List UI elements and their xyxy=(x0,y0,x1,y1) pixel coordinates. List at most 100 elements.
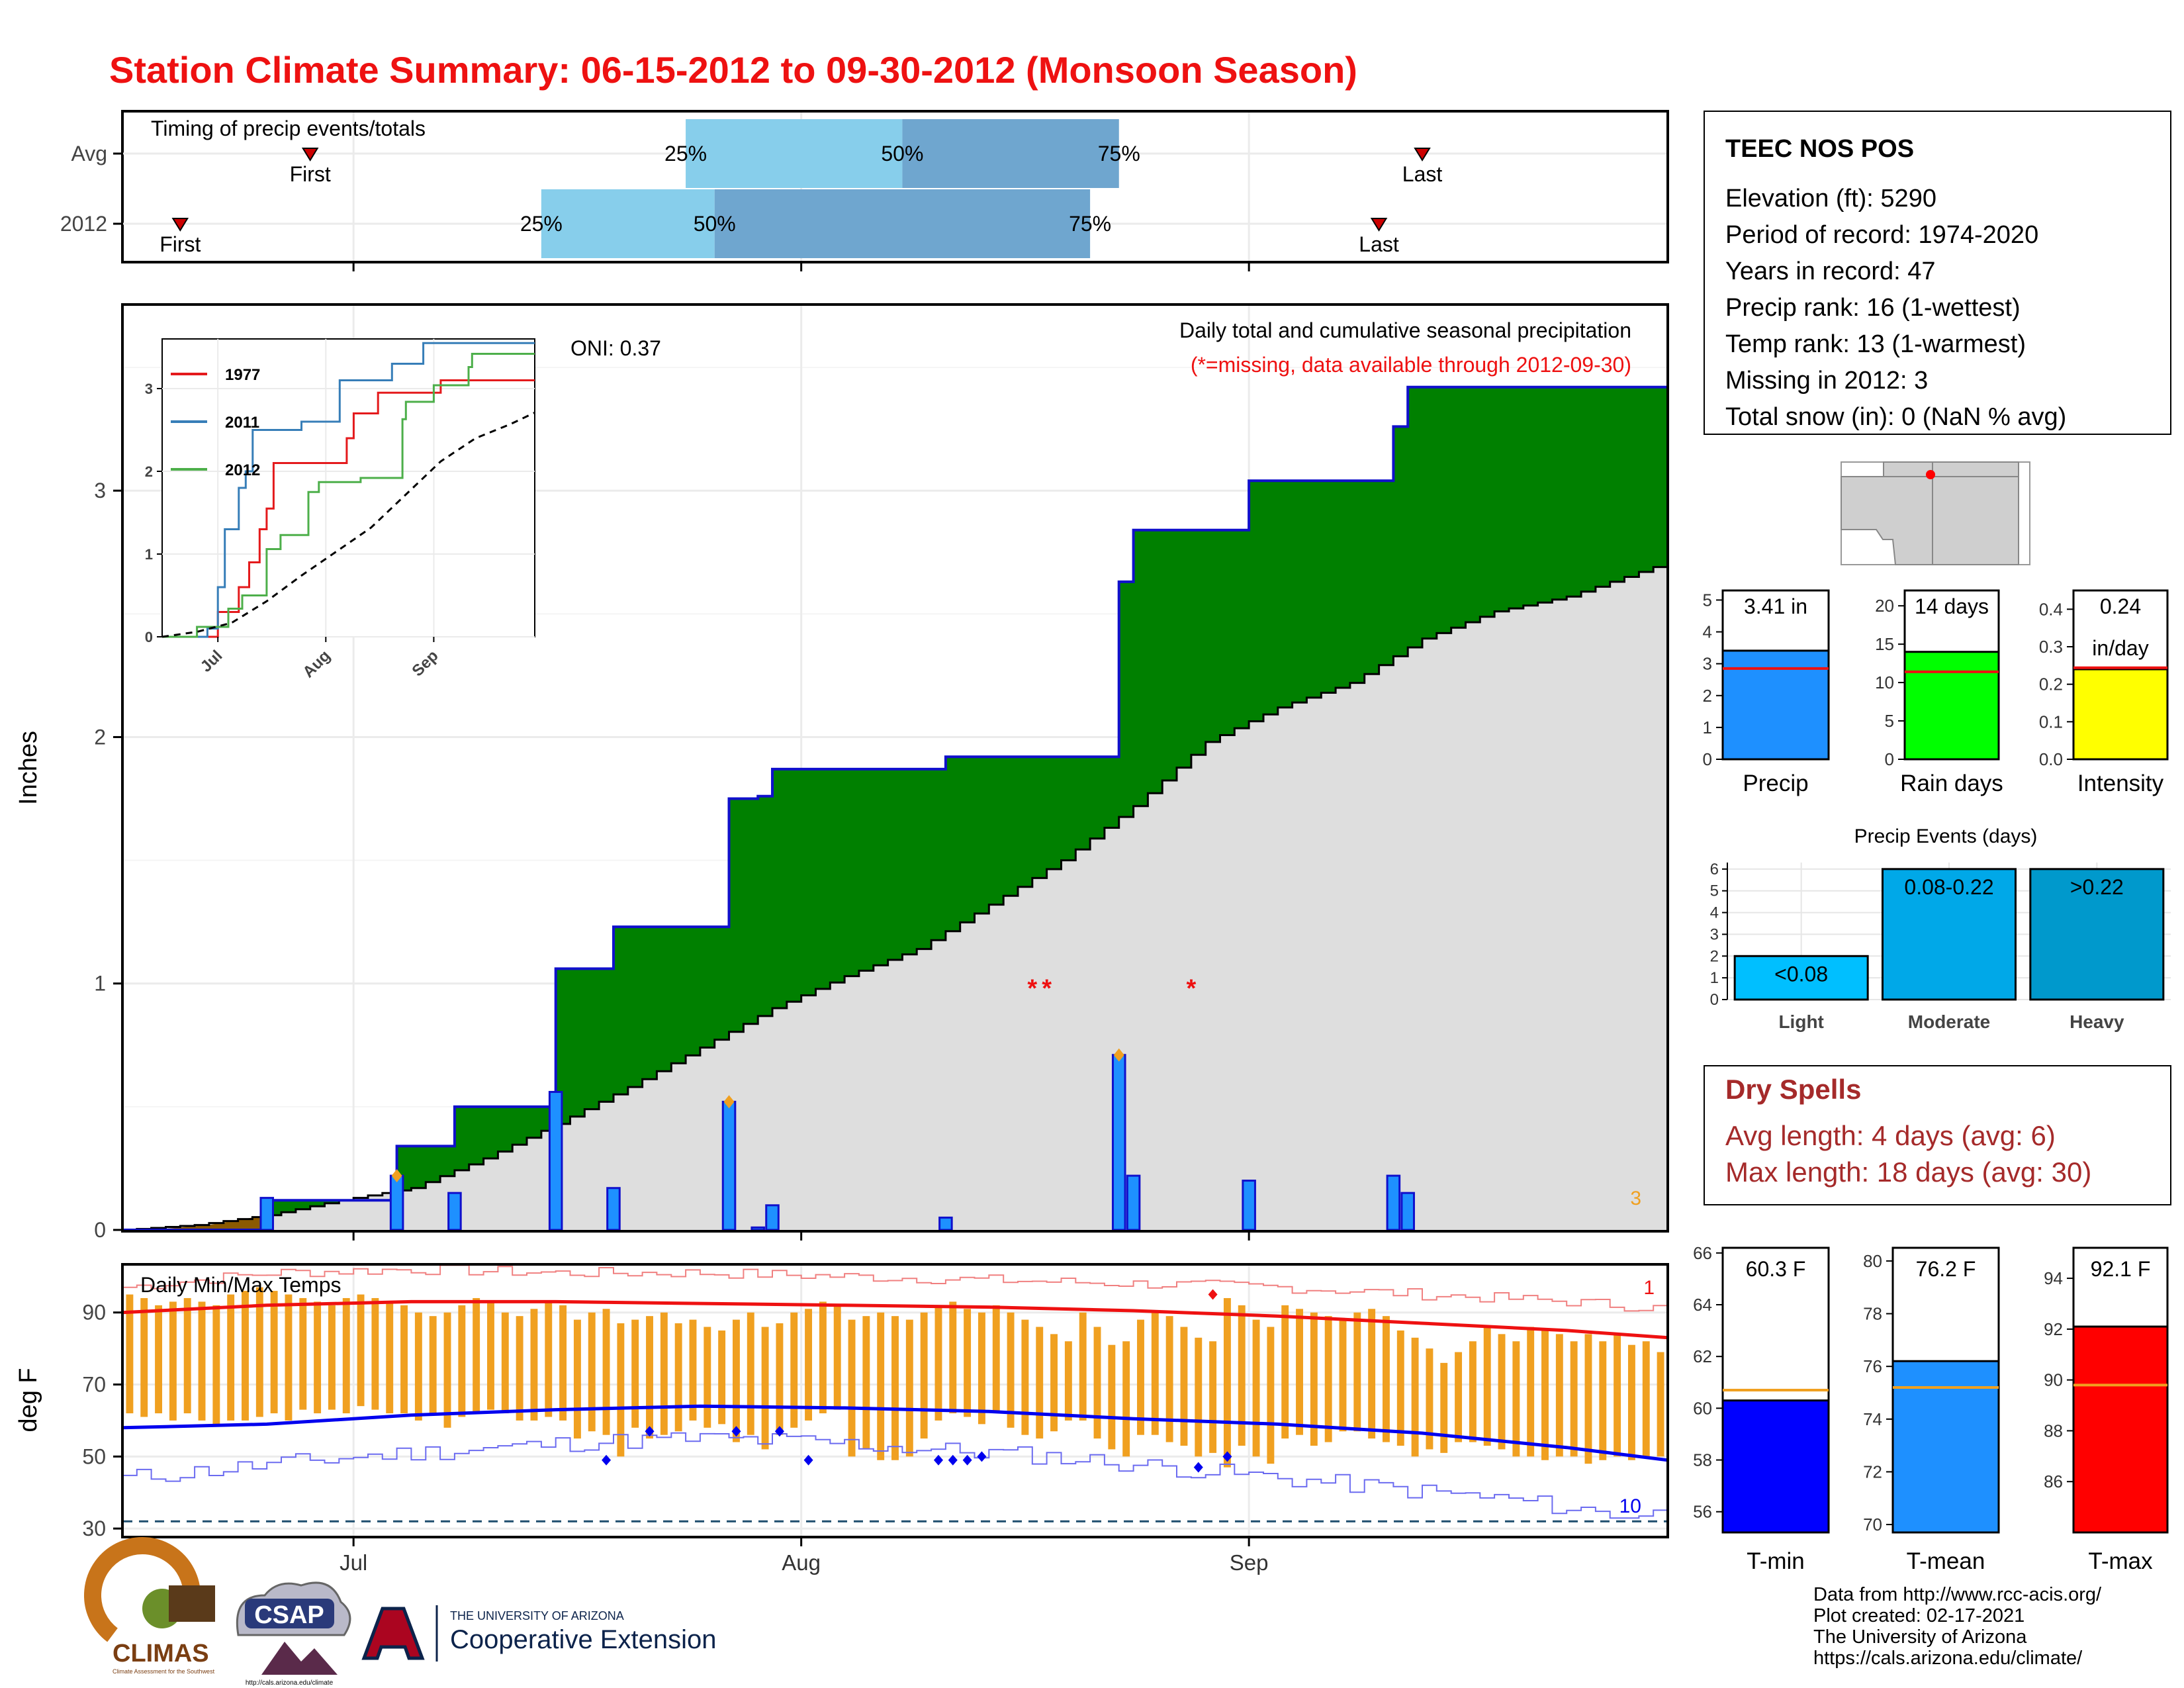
mini-bar-tick-label: 15 xyxy=(1875,634,1894,654)
daily-temp-range-bar xyxy=(819,1301,827,1414)
events-title: Precip Events (days) xyxy=(1854,825,2038,847)
events-tick-label: 3 xyxy=(1710,925,1719,943)
temp-lines xyxy=(122,1264,1668,1523)
inset-legend: 1977 2011 2012 xyxy=(171,366,260,479)
daily-precip-bar xyxy=(721,1100,737,1231)
daily-temp-range-bar xyxy=(1267,1327,1275,1464)
daily-precip-bar xyxy=(548,1091,563,1231)
csap-logo-url: http://cals.arizona.edu/climate xyxy=(246,1679,334,1687)
daily-precip-bar xyxy=(765,1204,780,1231)
temp-bar-category-label: T-min xyxy=(1747,1548,1805,1574)
mini-bar-tick-label: 1 xyxy=(1703,718,1712,737)
daily-temp-range-bar xyxy=(573,1319,581,1439)
timing-p75-label: 75% xyxy=(1098,142,1140,165)
record-low-marker xyxy=(1222,1451,1232,1462)
mini-bar-tick-label: 2 xyxy=(1703,686,1712,706)
timing-row-label: Avg xyxy=(71,142,107,165)
daily-temp-range-bar xyxy=(588,1312,596,1432)
events-tick-label: 5 xyxy=(1710,882,1719,900)
mini-bar-tick-label: 0 xyxy=(1703,749,1712,769)
temp-bar-tick-label: 70 xyxy=(1863,1515,1882,1534)
daily-temp-range-bar xyxy=(242,1291,249,1421)
daily-temp-range-bar xyxy=(674,1323,682,1432)
temp-bar-value-label: 76.2 F xyxy=(1916,1257,1976,1281)
daily-temp-range-bar xyxy=(992,1305,1000,1414)
mini-bar-tick-label: 5 xyxy=(1703,590,1712,610)
climas-logo-text: CLIMAS xyxy=(113,1640,209,1667)
missing-day-marker: * xyxy=(1027,975,1037,1003)
deficit-area xyxy=(151,1215,267,1230)
temp-bar-tick-label: 94 xyxy=(2044,1268,2063,1288)
record-low-marker xyxy=(933,1454,943,1466)
daily-temp-range-bar xyxy=(631,1319,639,1428)
daily-temp-range-bar xyxy=(1324,1316,1332,1442)
daily-temp-range-bar xyxy=(559,1305,567,1421)
temp-bar-tick-label: 92 xyxy=(2044,1319,2063,1339)
footer-line-university: The University of Arizona xyxy=(1813,1626,2027,1648)
mini-bar-tick-label: 0.0 xyxy=(2039,749,2063,769)
daily-temp-range-bar xyxy=(1021,1319,1029,1435)
csap-logo: CSAP http://cals.arizona.edu/climate xyxy=(236,1581,351,1687)
timing-label: Timing of precip events/totals xyxy=(151,117,426,140)
station-info-box: TEEC NOS POS Elevation (ft): 5290 Period … xyxy=(1704,111,2171,435)
footer-credits: Data from http://www.rcc-acis.org/ Plot … xyxy=(1813,1584,2102,1669)
daily-temp-range-bar xyxy=(1281,1305,1289,1439)
station-detail-line: Missing in 2012: 3 xyxy=(1725,367,1928,395)
precip-header: Daily total and cumulative seasonal prec… xyxy=(1179,318,1631,342)
record-low-marker xyxy=(977,1451,987,1462)
daily-temp-range-bar xyxy=(227,1294,235,1421)
daily-temp-range-bar xyxy=(1614,1334,1621,1457)
timing-p25-label: 25% xyxy=(664,142,707,165)
daily-precip-bar xyxy=(751,1226,765,1231)
dry-spells-avg: Avg length: 4 days (avg: 6) xyxy=(1725,1120,2056,1151)
daily-temp-range-bar xyxy=(1108,1344,1116,1450)
daily-temp-range-bar xyxy=(1570,1341,1578,1457)
temp-y-tick-label: 50 xyxy=(82,1444,106,1468)
temp-y-tick-label: 90 xyxy=(82,1301,106,1325)
daily-temp-range-bar xyxy=(747,1312,754,1435)
logos: CLIMAS Climate Assessment for the Southw… xyxy=(84,1537,716,1687)
daily-temp-range-bar xyxy=(964,1309,972,1417)
timing-25-50-bar xyxy=(541,189,715,258)
daily-temp-range-bar xyxy=(1310,1312,1318,1446)
month-label-jul: Jul xyxy=(340,1550,367,1575)
timing-panel: Timing of precip events/totals Avg 25% 50%… xyxy=(60,110,1669,271)
station-location-dot xyxy=(1926,470,1935,479)
month-label-aug: Aug xyxy=(782,1550,821,1575)
inset-legend-label: 2011 xyxy=(225,414,259,432)
daily-temp-range-bar xyxy=(198,1301,206,1421)
daily-temp-range-bar xyxy=(458,1305,466,1417)
mini-bar-tick-label: 0.4 xyxy=(2039,599,2063,619)
timing-first-label: First xyxy=(290,162,331,186)
record-max-line xyxy=(122,1264,1668,1312)
mini-bar-value-label: 0.24 xyxy=(2100,594,2141,618)
timing-last-label: Last xyxy=(1359,232,1399,256)
daily-temp-range-bar xyxy=(1527,1327,1535,1457)
mini-bar-tick-label: 5 xyxy=(1885,711,1894,731)
daily-temp-range-bar xyxy=(1541,1330,1549,1460)
record-low-marker xyxy=(602,1454,612,1466)
events-bar-label: <0.08 xyxy=(1774,962,1828,986)
precip-missing-note: (*=missing, data available through 2012-… xyxy=(1191,353,1631,377)
dry-box-frame xyxy=(1704,1065,2171,1205)
station-detail-line: Total snow (in): 0 (NaN % avg) xyxy=(1725,403,2066,431)
station-box-frame xyxy=(1704,111,2171,435)
mini-bar-tick-label: 20 xyxy=(1875,596,1894,616)
record-low-marker xyxy=(645,1426,655,1437)
temp-bar-value xyxy=(1891,1360,2000,1534)
record-precip-marker xyxy=(391,1169,402,1183)
climas-logo-arc xyxy=(84,1537,201,1642)
precip-y-tick-label: 0 xyxy=(94,1218,106,1242)
inset-y-tick-label: 2 xyxy=(145,463,153,480)
daily-temp-range-bar xyxy=(501,1312,509,1414)
daily-temp-range-bar xyxy=(790,1312,798,1428)
record-low-marker xyxy=(803,1454,813,1466)
daily-precip-bar xyxy=(447,1192,462,1231)
temp-record-low-count: 10 xyxy=(1619,1495,1641,1517)
daily-temp-range-bar xyxy=(761,1327,769,1450)
timing-50-75-bar xyxy=(714,189,1091,258)
daily-temp-range-bar xyxy=(1238,1305,1246,1446)
